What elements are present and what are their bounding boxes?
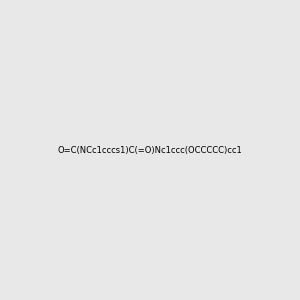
- Text: O=C(NCc1cccs1)C(=O)Nc1ccc(OCCCCC)cc1: O=C(NCc1cccs1)C(=O)Nc1ccc(OCCCCC)cc1: [58, 146, 242, 154]
